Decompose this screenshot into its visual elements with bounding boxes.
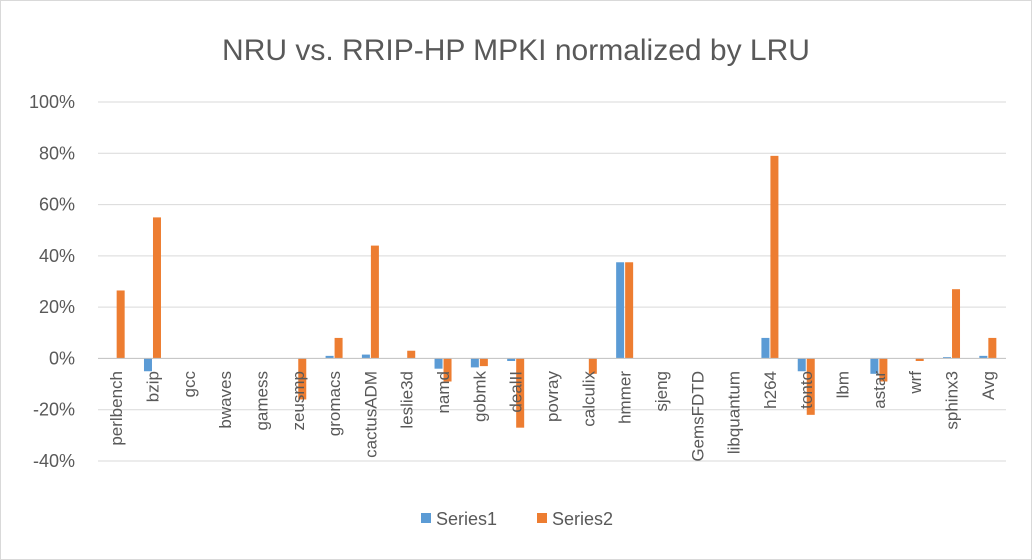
y-tick-label: -20% (33, 400, 75, 420)
bar-series1-h264 (761, 337, 770, 359)
bar-series1-dealii (507, 358, 516, 361)
x-tick-label: h264 (761, 371, 780, 409)
x-tick-label: libquantum (725, 371, 744, 454)
x-tick-label: lbm (834, 371, 853, 398)
bar-series1-cactusadm (361, 354, 370, 359)
legend-swatch-series1 (421, 513, 431, 523)
x-tick-label: Avg (979, 371, 998, 400)
bar-series1-avg (979, 355, 988, 359)
x-tick-label: namd (434, 371, 453, 414)
x-tick-label: gamess (252, 371, 271, 431)
x-tick-label: leslie3d (398, 371, 417, 429)
x-tick-label: sjeng (652, 371, 671, 412)
bar-series2-perlbench (116, 290, 125, 359)
bars (116, 155, 997, 428)
x-tick-label: perlbench (107, 371, 126, 446)
chart-title: NRU vs. RRIP-HP MPKI normalized by LRU (222, 34, 810, 67)
bar-series1-namd (434, 358, 443, 369)
bar-series2-calculix (588, 358, 597, 374)
x-tick-label: calculix (579, 371, 598, 427)
bar-series2-gobmk (479, 358, 488, 367)
bar-series1-tonto (797, 358, 806, 372)
x-tick-label: tonto (797, 371, 816, 409)
bar-series2-leslie3d (407, 350, 416, 359)
x-tick-label: GemsFDTD (688, 371, 707, 462)
bar-series2-tonto (806, 358, 815, 415)
legend: Series1 Series2 (421, 509, 613, 529)
bar-series2-gromacs (334, 337, 343, 359)
x-tick-label: cactusADM (361, 371, 380, 458)
y-tick-label: 80% (39, 143, 75, 163)
bar-series2-cactusadm (370, 245, 379, 359)
y-tick-label: 60% (39, 195, 75, 215)
bar-series1-gobmk (470, 358, 479, 368)
x-tick-label: povray (543, 371, 562, 423)
legend-label-series1: Series1 (436, 509, 497, 529)
x-tick-label: gobmk (470, 371, 489, 423)
x-axis-category-labels: perlbench bzip gcc bwaves gamess zeusmp gromac… (107, 371, 998, 462)
bar-series2-zeusmp (298, 358, 307, 400)
bar-series2-h264 (770, 155, 779, 359)
bar-series2-astar (879, 358, 888, 382)
x-tick-label: bwaves (216, 371, 235, 429)
bar-series2-bzip (152, 217, 161, 359)
bar-series2-hmmer (625, 262, 634, 359)
bar-series1-hmmer (616, 262, 625, 359)
x-tick-label: hmmer (616, 371, 635, 424)
gridlines (98, 101, 1006, 462)
bar-series1-sphinx3 (943, 357, 952, 359)
bar-series2-sphinx3 (952, 289, 961, 359)
y-tick-label: -40% (33, 451, 75, 471)
bar-series2-namd (443, 358, 452, 382)
bar-series2-dealii (516, 358, 525, 428)
x-tick-label: sphinx3 (943, 371, 962, 430)
bar-series1-astar (870, 358, 879, 374)
x-tick-label: gcc (180, 371, 199, 398)
legend-swatch-series2 (537, 513, 547, 523)
x-tick-label: bzip (143, 371, 162, 402)
legend-label-series2: Series2 (552, 509, 613, 529)
y-tick-label: 0% (49, 348, 75, 368)
bar-series1-bzip (143, 358, 152, 372)
bar-series2-wrf (915, 358, 924, 361)
x-tick-label: wrf (906, 371, 925, 395)
bar-series2-avg (988, 337, 997, 359)
y-tick-label: 20% (39, 297, 75, 317)
bar-series1-gromacs (325, 355, 334, 359)
y-tick-label: 40% (39, 246, 75, 266)
x-tick-label: astar (870, 371, 889, 409)
y-axis-tick-labels: -40% -20% 0% 20% 40% 60% 80% 100% (29, 92, 75, 471)
x-tick-label: dealII (507, 371, 526, 413)
x-tick-label: zeusmp (289, 371, 308, 431)
y-tick-label: 100% (29, 92, 75, 112)
x-tick-label: gromacs (325, 371, 344, 436)
